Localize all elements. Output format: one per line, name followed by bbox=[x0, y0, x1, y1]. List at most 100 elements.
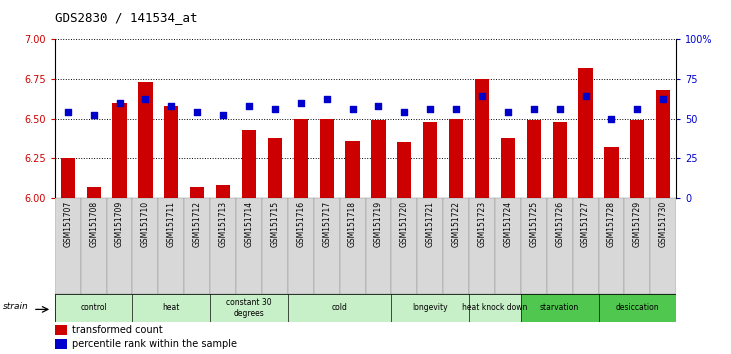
Bar bbox=[572, 198, 599, 294]
Bar bbox=[107, 198, 132, 294]
Bar bbox=[553, 122, 567, 198]
Text: GSM151729: GSM151729 bbox=[633, 201, 642, 247]
Bar bbox=[397, 143, 412, 198]
Bar bbox=[86, 187, 101, 198]
Bar bbox=[55, 198, 80, 294]
Point bbox=[192, 109, 203, 115]
Text: GSM151712: GSM151712 bbox=[193, 201, 202, 247]
Bar bbox=[578, 68, 593, 198]
Bar bbox=[651, 198, 676, 294]
Bar bbox=[526, 120, 541, 198]
Point bbox=[114, 100, 126, 105]
Bar bbox=[599, 198, 624, 294]
Bar bbox=[599, 294, 676, 322]
Bar bbox=[55, 294, 132, 322]
Text: GSM151710: GSM151710 bbox=[141, 201, 150, 247]
Bar bbox=[443, 198, 469, 294]
Bar bbox=[391, 198, 417, 294]
Bar bbox=[132, 294, 211, 322]
Bar bbox=[366, 198, 391, 294]
Bar bbox=[449, 119, 463, 198]
Bar bbox=[417, 198, 443, 294]
Text: longevity: longevity bbox=[412, 303, 448, 313]
Text: GSM151714: GSM151714 bbox=[244, 201, 254, 247]
Text: desiccation: desiccation bbox=[616, 303, 659, 313]
Point bbox=[476, 93, 488, 99]
Text: GSM151715: GSM151715 bbox=[270, 201, 279, 247]
Text: percentile rank within the sample: percentile rank within the sample bbox=[72, 339, 238, 349]
Point bbox=[605, 116, 617, 121]
Text: GSM151727: GSM151727 bbox=[581, 201, 590, 247]
Point bbox=[346, 106, 358, 112]
Bar bbox=[624, 198, 651, 294]
Text: GSM151709: GSM151709 bbox=[115, 201, 124, 247]
Bar bbox=[164, 106, 178, 198]
Point bbox=[657, 97, 669, 102]
Bar bbox=[184, 198, 211, 294]
Bar bbox=[268, 138, 282, 198]
Bar bbox=[605, 147, 618, 198]
Point bbox=[373, 103, 385, 109]
Bar bbox=[113, 103, 126, 198]
Point bbox=[62, 109, 74, 115]
Bar bbox=[55, 339, 67, 349]
Bar bbox=[132, 198, 159, 294]
Text: GSM151718: GSM151718 bbox=[348, 201, 357, 247]
Bar bbox=[262, 198, 288, 294]
Point bbox=[295, 100, 306, 105]
Text: heat knock down: heat knock down bbox=[462, 303, 528, 313]
Text: control: control bbox=[80, 303, 107, 313]
Text: GSM151708: GSM151708 bbox=[89, 201, 98, 247]
Point bbox=[321, 97, 333, 102]
Text: starvation: starvation bbox=[540, 303, 579, 313]
Bar bbox=[80, 198, 107, 294]
Point bbox=[165, 103, 177, 109]
Point bbox=[632, 106, 643, 112]
Point bbox=[140, 97, 151, 102]
Bar bbox=[340, 198, 366, 294]
Point bbox=[425, 106, 436, 112]
Bar bbox=[391, 294, 469, 322]
Bar bbox=[469, 198, 495, 294]
Text: GDS2830 / 141534_at: GDS2830 / 141534_at bbox=[55, 11, 197, 24]
Text: GSM151730: GSM151730 bbox=[659, 201, 667, 247]
Text: GSM151717: GSM151717 bbox=[322, 201, 331, 247]
Point bbox=[269, 106, 281, 112]
Bar bbox=[371, 120, 385, 198]
Point bbox=[217, 113, 229, 118]
Point bbox=[450, 106, 462, 112]
Text: GSM151720: GSM151720 bbox=[400, 201, 409, 247]
Bar bbox=[211, 294, 288, 322]
Point bbox=[243, 103, 255, 109]
Bar bbox=[236, 198, 262, 294]
Bar bbox=[216, 185, 230, 198]
Text: GSM151711: GSM151711 bbox=[167, 201, 176, 247]
Bar bbox=[423, 122, 437, 198]
Bar bbox=[294, 119, 308, 198]
Text: GSM151728: GSM151728 bbox=[607, 201, 616, 247]
Bar bbox=[469, 294, 520, 322]
Bar bbox=[630, 120, 645, 198]
Bar bbox=[501, 138, 515, 198]
Text: GSM151723: GSM151723 bbox=[477, 201, 487, 247]
Point bbox=[554, 106, 566, 112]
Text: GSM151716: GSM151716 bbox=[296, 201, 306, 247]
Point bbox=[398, 109, 410, 115]
Point bbox=[580, 93, 591, 99]
Text: GSM151722: GSM151722 bbox=[452, 201, 461, 247]
Text: GSM151725: GSM151725 bbox=[529, 201, 538, 247]
Bar bbox=[521, 198, 547, 294]
Bar bbox=[211, 198, 236, 294]
Bar bbox=[346, 141, 360, 198]
Bar bbox=[656, 90, 670, 198]
Text: GSM151707: GSM151707 bbox=[64, 201, 72, 247]
Bar bbox=[314, 198, 340, 294]
Text: GSM151726: GSM151726 bbox=[555, 201, 564, 247]
Bar bbox=[159, 198, 184, 294]
Text: heat: heat bbox=[162, 303, 180, 313]
Text: constant 30
degrees: constant 30 degrees bbox=[226, 298, 272, 318]
Bar bbox=[288, 294, 391, 322]
Bar bbox=[521, 294, 599, 322]
Bar bbox=[138, 82, 153, 198]
Text: transformed count: transformed count bbox=[72, 325, 163, 335]
